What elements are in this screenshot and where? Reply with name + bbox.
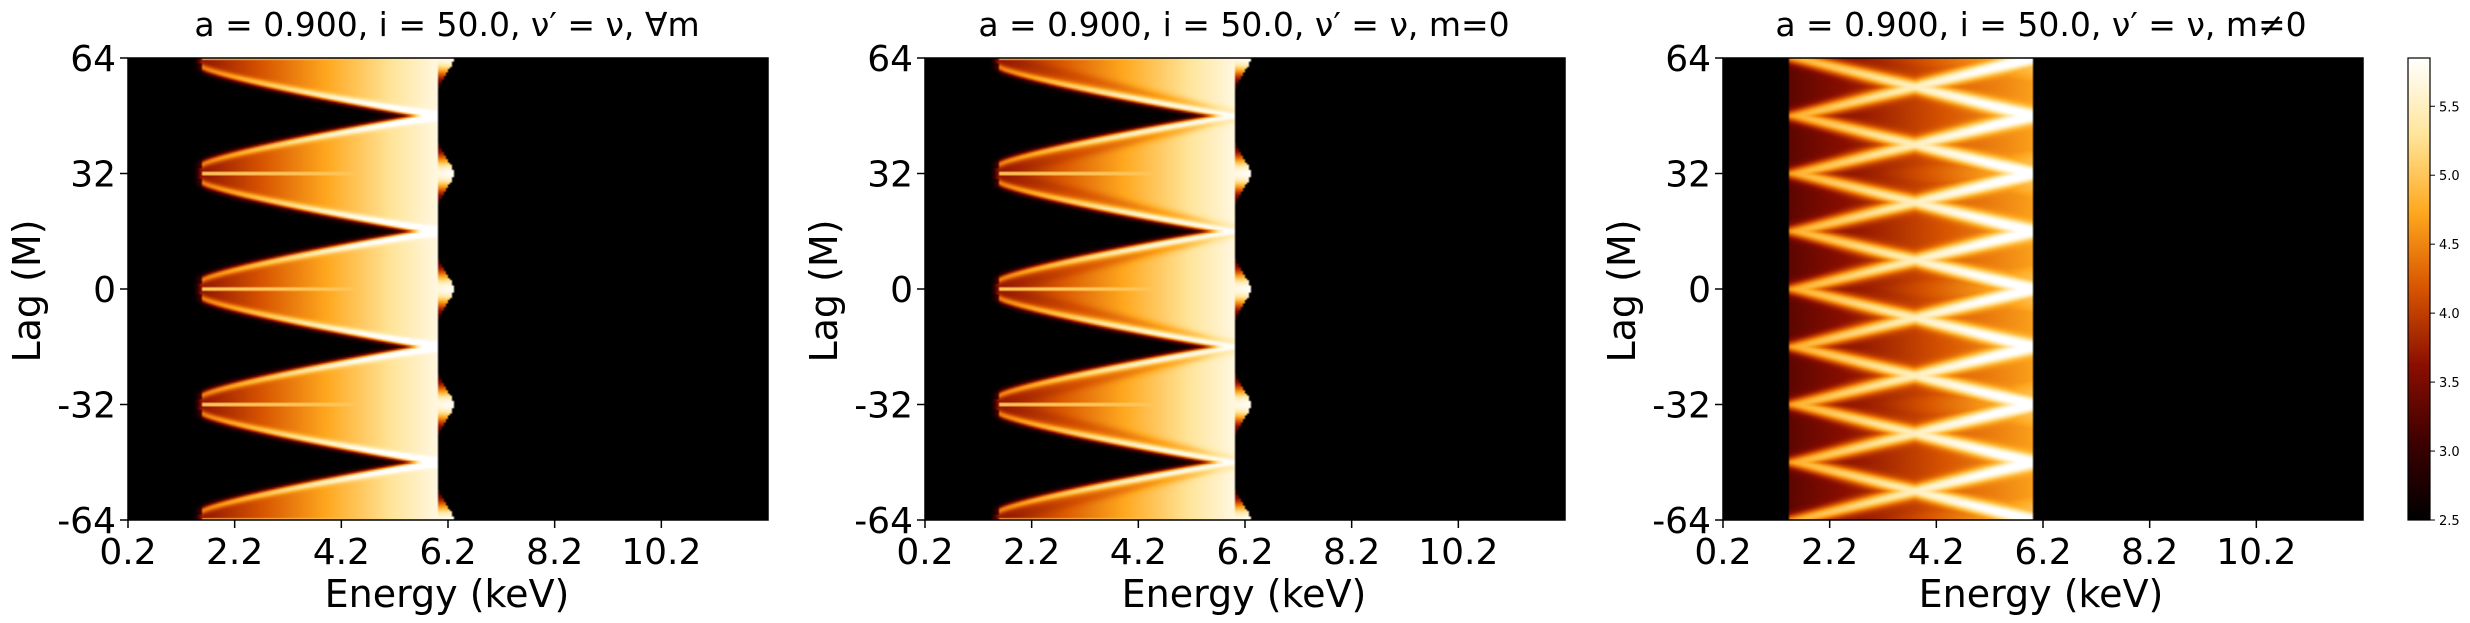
heatmap-image xyxy=(925,58,1565,520)
panel-all-m: a = 0.900, i = 50.0, ν′ = ν, ∀m 0.2 2.2 4.… xyxy=(5,5,769,616)
y-tick-label: -32 xyxy=(854,386,913,427)
panel-title: a = 0.900, i = 50.0, ν′ = ν, m≠0 xyxy=(1775,5,2306,44)
x-tick-label: 8.2 xyxy=(2121,532,2178,573)
x-tick-label: 6.2 xyxy=(1216,532,1273,573)
y-axis-label: Lag (M) xyxy=(5,219,49,362)
colorbar-tick-label: 4.0 xyxy=(2439,307,2460,322)
y-tick-group: 64 32 0 -32 -64 xyxy=(1652,39,1723,542)
x-tick-label: 0.2 xyxy=(99,532,156,573)
y-axis-label: Lag (M) xyxy=(802,219,846,362)
y-tick-label: 0 xyxy=(93,270,116,311)
x-tick-label: 10.2 xyxy=(621,532,701,573)
heatmap xyxy=(1723,58,2363,520)
x-tick-label: 10.2 xyxy=(2216,532,2296,573)
y-tick-label: 0 xyxy=(1688,270,1711,311)
y-tick-label: 64 xyxy=(1665,39,1711,80)
heatmap-image xyxy=(128,58,768,520)
x-tick-label: 2.2 xyxy=(1801,532,1858,573)
y-tick-group: 64 32 0 -32 -64 xyxy=(57,39,128,542)
colorbar-gradient xyxy=(2407,57,2431,521)
x-tick-label: 10.2 xyxy=(1418,532,1498,573)
x-tick-label: 0.2 xyxy=(896,532,953,573)
x-axis-label: Energy (keV) xyxy=(325,572,570,616)
x-tick-label: 2.2 xyxy=(206,532,263,573)
y-tick-label: -32 xyxy=(1652,386,1711,427)
colorbar: 2.5 3.0 3.5 4.0 4.5 5.0 5.5 xyxy=(2407,57,2460,529)
panel-title: a = 0.900, i = 50.0, ν′ = ν, m=0 xyxy=(978,5,1509,44)
heatmap xyxy=(128,58,768,520)
x-tick-label: 4.2 xyxy=(1110,532,1167,573)
colorbar-tick-label: 2.5 xyxy=(2439,514,2460,529)
colorbar-tick-label: 3.0 xyxy=(2439,445,2460,460)
y-axis-label: Lag (M) xyxy=(1600,219,1644,362)
y-tick-label: 32 xyxy=(1665,155,1711,196)
y-tick-label: 64 xyxy=(867,39,913,80)
x-tick-label: 4.2 xyxy=(313,532,370,573)
colorbar-tick-label: 4.5 xyxy=(2439,238,2460,253)
y-tick-label: -64 xyxy=(57,501,116,542)
y-tick-label: 64 xyxy=(70,39,116,80)
colorbar-tick-label: 5.5 xyxy=(2439,100,2460,115)
colorbar-tick-label: 3.5 xyxy=(2439,376,2460,391)
colorbar-tick-label: 5.0 xyxy=(2439,169,2460,184)
x-tick-label: 0.2 xyxy=(1694,532,1751,573)
y-tick-label: 32 xyxy=(867,155,913,196)
x-tick-group: 0.2 2.2 4.2 6.2 8.2 10.2 xyxy=(99,520,701,573)
colorbar-tick-group: 2.5 3.0 3.5 4.0 4.5 5.0 5.5 xyxy=(2430,100,2460,529)
y-tick-group: 64 32 0 -32 -64 xyxy=(854,39,925,542)
panel-m-nonzero: a = 0.900, i = 50.0, ν′ = ν, m≠0 0.2 2.2 4… xyxy=(1600,5,2364,616)
y-tick-label: -64 xyxy=(1652,501,1711,542)
x-tick-label: 6.2 xyxy=(419,532,476,573)
y-tick-label: 0 xyxy=(890,270,913,311)
y-tick-label: 32 xyxy=(70,155,116,196)
x-tick-label: 6.2 xyxy=(2014,532,2071,573)
x-axis-label: Energy (keV) xyxy=(1122,572,1367,616)
heatmap xyxy=(925,58,1565,520)
y-tick-label: -32 xyxy=(57,386,116,427)
heatmap-image xyxy=(1723,58,2363,520)
x-tick-label: 4.2 xyxy=(1908,532,1965,573)
x-tick-group: 0.2 2.2 4.2 6.2 8.2 10.2 xyxy=(896,520,1498,573)
y-tick-label: -64 xyxy=(854,501,913,542)
x-tick-label: 8.2 xyxy=(1323,532,1380,573)
x-axis-label: Energy (keV) xyxy=(1919,572,2164,616)
x-tick-label: 8.2 xyxy=(526,532,583,573)
x-tick-group: 0.2 2.2 4.2 6.2 8.2 10.2 xyxy=(1694,520,2296,573)
x-tick-label: 2.2 xyxy=(1003,532,1060,573)
panel-title: a = 0.900, i = 50.0, ν′ = ν, ∀m xyxy=(194,5,699,44)
panel-m0: a = 0.900, i = 50.0, ν′ = ν, m=0 0.2 2.2 4… xyxy=(802,5,1566,616)
